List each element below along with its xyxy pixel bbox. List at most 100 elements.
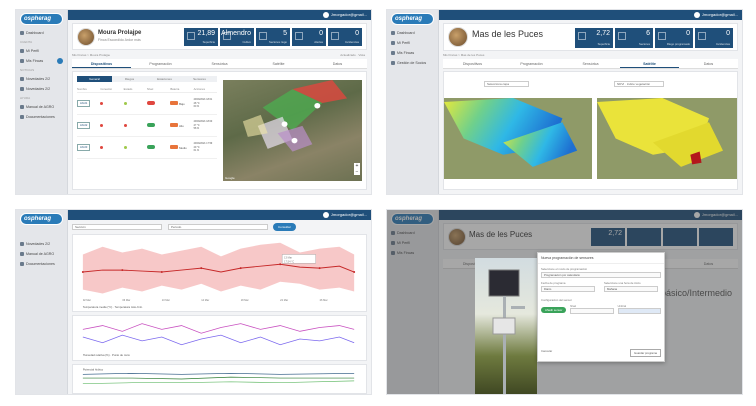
user-menu[interactable]: Jmorgador@gmail...: [322, 211, 367, 219]
sidebar-item-label: Novedades 2/2: [26, 242, 51, 246]
level-toggle[interactable]: [146, 123, 155, 127]
device-id-button[interactable]: AN-02: [77, 122, 91, 129]
cancel-button[interactable]: Cancelar: [541, 349, 553, 353]
devices-content: General Riegos Estaciones Sensores Nombr…: [72, 71, 367, 190]
breadcrumb-actions[interactable]: Actualizado · Vista: [340, 53, 365, 57]
zoom-control[interactable]: + −: [354, 163, 360, 175]
sidebar-item-dashboard[interactable]: Dashboard: [387, 28, 438, 38]
save-button[interactable]: Guardar programa: [629, 349, 661, 357]
zone-field-critical[interactable]: [690, 151, 702, 165]
user-menu[interactable]: Jmorgador@gmail...: [322, 11, 367, 19]
level-toggle[interactable]: [146, 101, 155, 105]
period-select[interactable]: Periodo: [168, 224, 268, 230]
level-input[interactable]: [570, 308, 614, 314]
breadcrumb[interactable]: Mis Fincas > Moura Prolajpe: [72, 53, 111, 57]
tab-satellite[interactable]: Satélite: [620, 59, 679, 68]
satellite-map-right[interactable]: [597, 98, 737, 179]
tab-data[interactable]: Datos: [332, 62, 343, 66]
layer-select[interactable]: Selecciona capa: [484, 81, 529, 87]
start-time-select[interactable]: Mañana: [604, 286, 658, 292]
device-id-button[interactable]: AN-03: [77, 144, 91, 151]
modal-footer: Cancelar Guardar programa: [541, 349, 661, 357]
map-marker-icon[interactable]: [291, 137, 298, 144]
table-row[interactable]: AN-02 Alto 29/03/2021 18:00 27 °C 58 %: [77, 115, 217, 137]
parcel-polygon[interactable]: [262, 89, 323, 131]
subtab-sensors[interactable]: Sensores: [182, 76, 217, 82]
subtab-stations[interactable]: Estaciones: [147, 76, 182, 82]
sidebar-item-docs[interactable]: Documentaciones: [16, 259, 67, 269]
x-tick: 14 Mar: [201, 299, 209, 302]
sidebar-item-farms[interactable]: Mis Fincas: [387, 248, 438, 258]
table-row[interactable]: AN-01 Bajo 29/03/2021 18:01 28 °C 60 %: [77, 93, 217, 115]
tab-devices[interactable]: Dispositivos: [72, 59, 131, 68]
breadcrumb[interactable]: Mis Fincas > Mas de les Puces: [443, 53, 485, 57]
tab-programming[interactable]: Programación: [520, 62, 543, 66]
parcel-polygon[interactable]: [242, 114, 268, 137]
sidebar-item-news[interactable]: Novedades 2/2: [16, 74, 67, 84]
kpi-value: 21,89: [197, 30, 215, 37]
mode-select[interactable]: Programación por calendario: [541, 272, 661, 278]
sidebar-item-news-2[interactable]: Novedades 2/2: [16, 84, 67, 94]
sidebar-item-profile[interactable]: Mi Perfil: [387, 38, 438, 48]
sidebar-item-dashboard[interactable]: Dashboard: [16, 28, 67, 38]
subtab-general[interactable]: General: [77, 76, 112, 82]
sidebar-item-profile[interactable]: Mi Perfil: [16, 46, 67, 56]
sidebar-item-news[interactable]: Novedades 2/2: [16, 239, 67, 249]
sidebar-item-manual[interactable]: Manual de AGRO: [16, 249, 67, 259]
parcel-polygon[interactable]: [292, 80, 348, 103]
sidebar-item-profile[interactable]: Mi Perfil: [387, 238, 438, 248]
x-tick: 10 Mar: [162, 299, 170, 302]
index-select[interactable]: NDVI · índice vegetación: [614, 81, 664, 87]
sidebar: ospherag Dashboard Cuenta Mi Perfil Mis …: [16, 10, 68, 194]
device-timestamp: 29/03/2021 17:59: [193, 142, 213, 146]
kpi-label: Incidencias: [716, 42, 730, 46]
tab-data[interactable]: Datos: [703, 62, 714, 66]
tab-sensors[interactable]: Sensórica: [582, 62, 599, 66]
tab-devices[interactable]: Dispositivos: [462, 262, 483, 266]
field-label: Seleccione el modo de programación: [541, 267, 588, 271]
map-marker-icon[interactable]: [314, 102, 321, 109]
sidebar-item-manual[interactable]: Manual de AGRO: [16, 102, 67, 112]
tab-devices[interactable]: Dispositivos: [462, 62, 483, 66]
tab-data[interactable]: Datos: [703, 262, 714, 266]
sidebar-item-label: Dashboard: [397, 31, 415, 35]
tab-satellite[interactable]: Satélite: [272, 62, 285, 66]
farm-map[interactable]: [223, 80, 362, 181]
avatar-icon: [693, 211, 700, 218]
user-email: Jmorgador@gmail...: [701, 212, 738, 217]
frequency-select[interactable]: Diario: [541, 286, 595, 292]
sidebar-item-label: Documentaciones: [26, 262, 55, 267]
book-icon: [20, 252, 24, 257]
sidebar-item-docs[interactable]: Documentaciones: [16, 112, 67, 122]
sidebar-item-dashboard[interactable]: Dashboard: [387, 228, 438, 238]
chart-legend: Humedad relativa (%) · Punto de rocío: [83, 353, 131, 357]
level-toggle[interactable]: [146, 145, 155, 149]
threshold-input[interactable]: [617, 308, 662, 314]
satellite-map-left[interactable]: [444, 98, 592, 179]
water-potential-chart: Potencial hídrico: [72, 364, 367, 394]
sidebar-item-label: Documentaciones: [26, 115, 55, 120]
kpi-card: 0 Riego programado: [655, 28, 693, 48]
section-select[interactable]: Sección: [72, 224, 162, 230]
zone-field[interactable]: [653, 122, 723, 167]
subtab-irrigation[interactable]: Riegos: [112, 76, 147, 82]
user-menu[interactable]: Jmorgador@gmail...: [693, 211, 738, 219]
series-line: [82, 380, 355, 384]
sidebar-item-label: Manual de AGRO: [26, 252, 55, 257]
query-button[interactable]: Consultar: [273, 223, 296, 231]
tab-programming[interactable]: Programación: [149, 62, 172, 66]
ndvi-field[interactable]: [503, 122, 578, 167]
device-id-button[interactable]: AN-01: [77, 100, 91, 107]
battery-label: Bajo: [179, 102, 185, 106]
main-area: Moura Prolajpe Finca Escondido Ardor más…: [68, 20, 371, 194]
kpi-card: 2,72: [591, 228, 625, 246]
sidebar-item-farms[interactable]: Mis Fincas: [387, 48, 438, 58]
sidebar-item-partners[interactable]: Gestión de Socios: [387, 58, 438, 68]
farm-avatar: [448, 27, 468, 47]
map-marker-icon[interactable]: [281, 121, 288, 127]
add-sensor-button[interactable]: Añadir sensor: [541, 306, 567, 313]
user-menu[interactable]: Jmorgador@gmail...: [693, 11, 738, 19]
sidebar-item-farms[interactable]: Mis Fincas: [16, 56, 67, 66]
tab-sensors[interactable]: Sensórica: [211, 62, 228, 66]
table-row[interactable]: AN-03 Medio 29/03/2021 17:59 29 °C 61 %: [77, 137, 217, 159]
